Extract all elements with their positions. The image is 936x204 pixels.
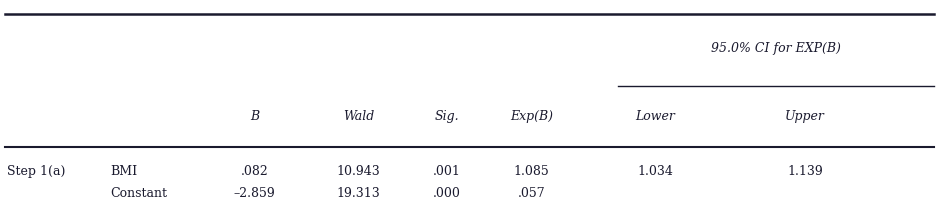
Text: Lower: Lower <box>636 110 675 123</box>
Text: .000: .000 <box>432 187 461 200</box>
Text: 1.085: 1.085 <box>514 165 549 178</box>
Text: 1.139: 1.139 <box>787 165 823 178</box>
Text: .001: .001 <box>432 165 461 178</box>
Text: .082: .082 <box>241 165 269 178</box>
Text: 1.034: 1.034 <box>637 165 673 178</box>
Text: B: B <box>250 110 259 123</box>
Text: 19.313: 19.313 <box>337 187 380 200</box>
Text: –2.859: –2.859 <box>234 187 275 200</box>
Text: Constant: Constant <box>110 187 168 200</box>
Text: 10.943: 10.943 <box>337 165 380 178</box>
Text: 95.0% CI for EXP(B): 95.0% CI for EXP(B) <box>711 42 841 55</box>
Text: Exp(B): Exp(B) <box>510 110 553 123</box>
Text: Upper: Upper <box>785 110 825 123</box>
Text: Wald: Wald <box>343 110 374 123</box>
Text: .057: .057 <box>518 187 546 200</box>
Text: Step 1(a): Step 1(a) <box>7 165 66 178</box>
Text: Sig.: Sig. <box>434 110 459 123</box>
Text: BMI: BMI <box>110 165 138 178</box>
